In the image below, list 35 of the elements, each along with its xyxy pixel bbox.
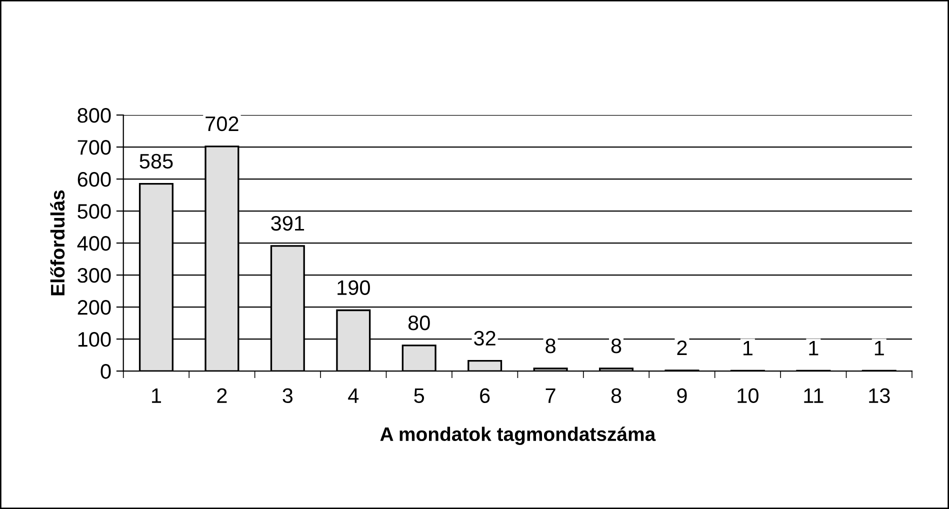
data-label: 1 <box>874 340 884 356</box>
y-axis-title: Előfordulás <box>50 190 65 296</box>
x-tick-label: 4 <box>348 388 359 403</box>
y-tick-label: 800 <box>78 108 111 123</box>
x-tick-label: 13 <box>869 388 890 404</box>
y-tick-label: 500 <box>78 204 111 219</box>
x-tick-label: 8 <box>611 388 622 404</box>
data-label: 8 <box>546 338 556 354</box>
x-tick-label: 2 <box>217 388 227 403</box>
data-label: 1 <box>809 340 818 356</box>
data-label: 585 <box>140 154 173 169</box>
x-axis-title: A mondatok tagmondatszáma <box>380 426 656 445</box>
y-tick-label: 400 <box>77 236 111 251</box>
x-tick-label: 6 <box>480 388 490 404</box>
x-tick-label: 10 <box>738 388 758 404</box>
y-tick-label: 300 <box>78 268 111 283</box>
x-tick-label: 9 <box>677 388 687 404</box>
y-tick-label: 600 <box>78 172 111 187</box>
x-tick-label: 1 <box>152 388 162 403</box>
data-label: 190 <box>338 280 370 296</box>
y-tick-label: 700 <box>78 140 111 155</box>
data-label: 1 <box>743 340 752 356</box>
data-label: 8 <box>611 338 622 354</box>
data-label: 391 <box>271 216 304 231</box>
x-tick-label: 5 <box>414 388 424 404</box>
x-tick-label: 7 <box>546 388 556 403</box>
y-tick-label: 100 <box>78 332 111 347</box>
x-tick-label: 3 <box>282 388 293 404</box>
data-label: 32 <box>474 330 496 346</box>
data-label: 702 <box>206 116 238 132</box>
data-label: 80 <box>408 315 430 330</box>
x-tick-label: 11 <box>804 388 824 403</box>
data-label: 2 <box>677 340 687 355</box>
y-tick-label: 0 <box>100 364 111 379</box>
y-tick-label: 200 <box>78 300 111 315</box>
